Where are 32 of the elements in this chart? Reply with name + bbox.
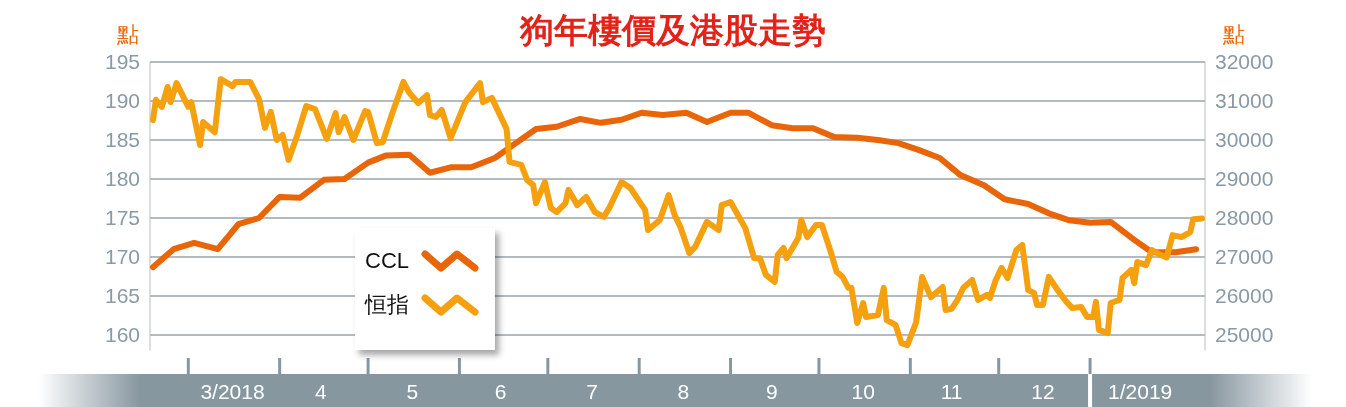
y-axis-title: 點: [116, 22, 139, 47]
y-tick-label: 175: [104, 206, 140, 229]
x-tick-label: 7: [586, 380, 598, 403]
y-tick-label: 165: [104, 284, 140, 307]
legend-label: 恒指: [364, 292, 409, 317]
y-tick-label: 170: [104, 245, 140, 268]
y-tick-label: 190: [104, 89, 140, 112]
y2-tick-label: 29000: [1215, 167, 1274, 190]
y2-axis-title: 點: [1222, 22, 1245, 47]
x-tick-label: 4: [315, 380, 328, 403]
x-tick-label: 5: [406, 380, 419, 403]
x-tick-label: 10: [851, 380, 875, 403]
y2-tick-label: 27000: [1215, 245, 1274, 268]
x-tick-label: 12: [1031, 380, 1055, 403]
y2-tick-label: 32000: [1215, 50, 1274, 73]
y2-tick-label: 25000: [1215, 323, 1274, 346]
x-tick-label: 3/2018: [200, 380, 265, 403]
x-tick-label: 1/2019: [1108, 380, 1173, 403]
x-tick-label: 11: [940, 380, 963, 403]
chart-title: 狗年樓價及港股走勢: [519, 11, 826, 49]
legend-label: CCL: [365, 248, 410, 273]
y2-tick-label: 28000: [1215, 206, 1274, 229]
y-tick-label: 180: [104, 167, 140, 190]
x-tick-label: 8: [677, 380, 690, 403]
y2-tick-label: 26000: [1215, 284, 1274, 307]
x-tick-label: 9: [765, 380, 778, 403]
y-tick-label: 185: [104, 128, 140, 151]
y-tick-label: 195: [104, 50, 140, 73]
y2-tick-label: 30000: [1215, 128, 1274, 151]
y2-tick-label: 31000: [1215, 89, 1274, 112]
x-tick-label: 6: [494, 380, 507, 403]
y-tick-label: 160: [104, 323, 140, 346]
